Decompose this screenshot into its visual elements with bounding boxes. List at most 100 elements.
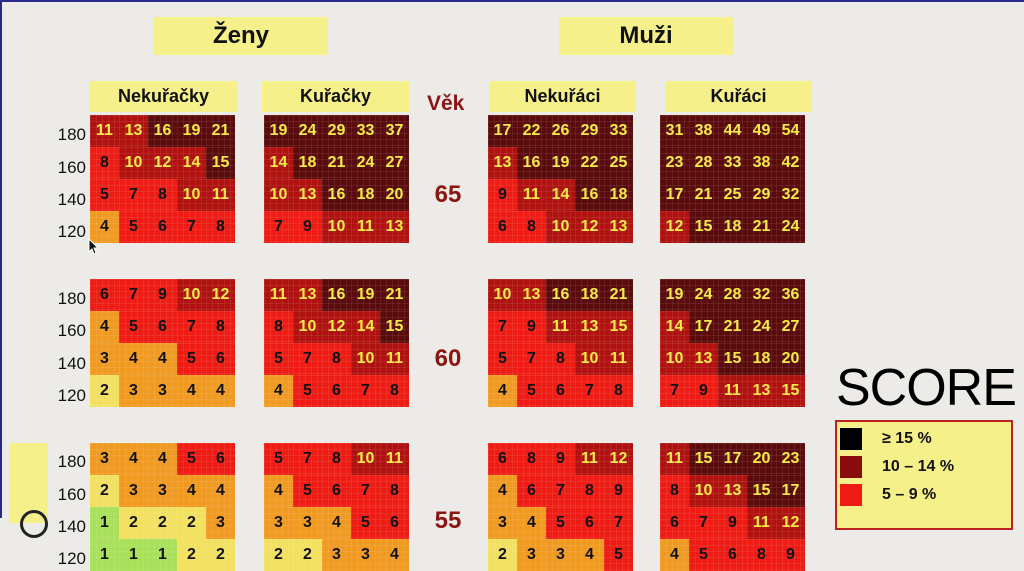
risk-cell: 1 <box>90 507 119 539</box>
risk-cell: 3 <box>119 375 148 407</box>
risk-cell: 17 <box>689 311 718 343</box>
risk-cell: 10 <box>119 147 148 179</box>
legend-label: ≥ 15 % <box>882 430 932 447</box>
risk-cell: 5 <box>488 343 517 375</box>
risk-cell: 2 <box>90 475 119 507</box>
risk-cell: 9 <box>718 507 747 539</box>
risk-cell: 8 <box>660 475 689 507</box>
risk-cell: 25 <box>718 179 747 211</box>
risk-cell: 2 <box>119 507 148 539</box>
risk-cell: 11 <box>660 443 689 475</box>
risk-cell: 2 <box>90 375 119 407</box>
risk-cell: 3 <box>293 507 322 539</box>
risk-cell: 12 <box>322 311 351 343</box>
bp-label-140: 140 <box>57 190 86 209</box>
risk-cell: 11 <box>718 375 747 407</box>
risk-cell: 32 <box>776 179 805 211</box>
risk-cell: 6 <box>206 443 235 475</box>
risk-cell: 2 <box>148 507 177 539</box>
legend-swatch <box>840 456 862 478</box>
risk-cell: 21 <box>718 311 747 343</box>
risk-cell: 7 <box>517 343 546 375</box>
risk-cell: 13 <box>747 375 776 407</box>
risk-cell: 14 <box>660 311 689 343</box>
risk-cell: 10 <box>689 475 718 507</box>
risk-cell: 4 <box>119 343 148 375</box>
risk-cell: 8 <box>380 375 409 407</box>
legend-label: 10 – 14 % <box>882 458 955 475</box>
risk-cell: 54 <box>776 115 805 147</box>
risk-cell: 18 <box>293 147 322 179</box>
risk-cell: 16 <box>517 147 546 179</box>
risk-cell: 5 <box>264 343 293 375</box>
risk-cell: 21 <box>322 147 351 179</box>
risk-cell: 15 <box>689 211 718 243</box>
risk-cell: 13 <box>488 147 517 179</box>
risk-cell: 6 <box>660 507 689 539</box>
risk-cell: 22 <box>517 115 546 147</box>
risk-cell: 20 <box>747 443 776 475</box>
risk-cell: 8 <box>747 539 776 571</box>
risk-cell: 12 <box>776 507 805 539</box>
risk-cell: 15 <box>604 311 633 343</box>
risk-cell: 29 <box>575 115 604 147</box>
risk-cell: 13 <box>293 279 322 311</box>
risk-cell: 7 <box>119 179 148 211</box>
risk-cell: 10 <box>322 211 351 243</box>
risk-cell: 9 <box>689 375 718 407</box>
risk-cell: 16 <box>546 279 575 311</box>
risk-cell: 21 <box>604 279 633 311</box>
risk-cell: 21 <box>380 279 409 311</box>
bp-label-180: 180 <box>57 289 86 308</box>
risk-cell: 19 <box>546 147 575 179</box>
risk-cell: 4 <box>488 475 517 507</box>
risk-cell: 4 <box>177 475 206 507</box>
risk-table: 10 13 16 18 21 7 9 11 13 15 5 7 8 10 11 4 5 6 7 8 <box>488 279 633 407</box>
age-label: 55 <box>434 507 462 534</box>
risk-cell: 12 <box>660 211 689 243</box>
risk-cell: 13 <box>293 179 322 211</box>
risk-cell: 38 <box>747 147 776 179</box>
risk-cell: 4 <box>177 375 206 407</box>
risk-cell: 9 <box>293 211 322 243</box>
risk-cell: 28 <box>689 147 718 179</box>
risk-cell: 5 <box>351 507 380 539</box>
risk-cell: 26 <box>546 115 575 147</box>
risk-cell: 6 <box>90 279 119 311</box>
risk-cell: 20 <box>380 179 409 211</box>
risk-table: 6 8 9 11 12 4 6 7 8 9 3 4 5 6 7 2 3 3 4 5 <box>488 443 633 571</box>
risk-cell: 10 <box>293 311 322 343</box>
risk-cell: 38 <box>689 115 718 147</box>
risk-cell: 11 <box>351 211 380 243</box>
risk-cell: 6 <box>517 475 546 507</box>
header-group-smoking-women: Kuřačky <box>262 81 409 112</box>
risk-cell: 36 <box>776 279 805 311</box>
risk-cell: 16 <box>148 115 177 147</box>
risk-cell: 4 <box>148 443 177 475</box>
risk-table: 19 24 29 33 37 14 18 21 24 27 10 13 16 18 20 7 9 10 11 13 <box>264 115 409 243</box>
risk-cell: 3 <box>148 375 177 407</box>
risk-cell: 33 <box>604 115 633 147</box>
risk-cell: 11 <box>90 115 119 147</box>
risk-cell: 4 <box>90 311 119 343</box>
risk-cell: 4 <box>206 475 235 507</box>
risk-cell: 33 <box>718 147 747 179</box>
risk-cell: 12 <box>575 211 604 243</box>
risk-cell: 24 <box>351 147 380 179</box>
risk-cell: 23 <box>660 147 689 179</box>
risk-cell: 33 <box>351 115 380 147</box>
risk-cell: 16 <box>575 179 604 211</box>
risk-cell: 11 <box>575 443 604 475</box>
risk-cell: 6 <box>488 443 517 475</box>
risk-cell: 10 <box>177 279 206 311</box>
risk-cell: 10 <box>575 343 604 375</box>
risk-table: 6 7 9 10 12 4 5 6 7 8 3 4 4 5 6 2 3 3 4 4 <box>90 279 235 407</box>
risk-cell: 18 <box>604 179 633 211</box>
risk-cell: 7 <box>351 375 380 407</box>
risk-cell: 8 <box>90 147 119 179</box>
risk-cell: 8 <box>148 179 177 211</box>
header-men: Muži <box>559 17 733 55</box>
risk-cell: 20 <box>776 343 805 375</box>
score-title: SCORE <box>836 359 1017 417</box>
